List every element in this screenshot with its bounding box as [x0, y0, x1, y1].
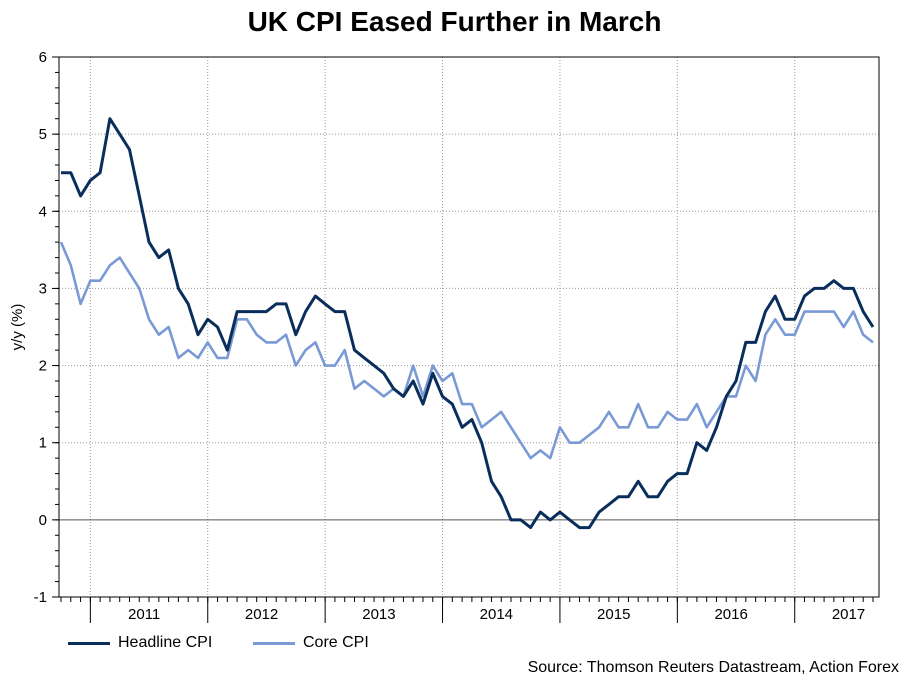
y-tick-label: 0	[39, 512, 47, 529]
source-note: Source: Thomson Reuters Datastream, Acti…	[527, 659, 899, 676]
legend-item-headline: Headline CPI	[68, 634, 212, 652]
legend-swatch-headline	[68, 641, 110, 645]
y-tick-label: -1	[34, 589, 47, 606]
series-line-core	[59, 241, 874, 460]
x-tick-label: 2017	[832, 606, 865, 623]
axis-labels: -1 0 1 2 3 4 5 6 2011 2012 2013 2014 2015 2016 2017 y/y…	[9, 49, 865, 623]
legend-swatch-core	[253, 641, 295, 645]
x-tick-label: 2015	[597, 606, 630, 623]
x-tick-label: 2014	[480, 606, 513, 623]
plot-frame	[58, 56, 880, 598]
axes	[52, 56, 880, 623]
chart-title: UK CPI Eased Further in March	[247, 6, 662, 37]
series-lines	[59, 117, 875, 530]
x-tick-label: 2012	[245, 606, 278, 623]
y-axis-label: y/y (%)	[9, 304, 26, 351]
y-tick-label: 3	[39, 280, 47, 297]
grid-lines	[59, 56, 879, 597]
y-tick-label: 6	[39, 49, 47, 66]
x-tick-label: 2011	[128, 606, 160, 623]
x-tick-label: 2016	[714, 606, 747, 623]
y-tick-label: 1	[39, 435, 47, 452]
series-line-headline	[61, 117, 875, 530]
y-tick-label: 2	[39, 358, 47, 375]
y-tick-label: 4	[39, 203, 47, 220]
legend-label-core: Core CPI	[303, 634, 369, 651]
legend-label-headline: Headline CPI	[118, 634, 213, 651]
legend-item-core: Core CPI	[253, 634, 369, 652]
x-tick-label: 2013	[362, 606, 395, 623]
y-tick-label: 5	[39, 126, 47, 143]
